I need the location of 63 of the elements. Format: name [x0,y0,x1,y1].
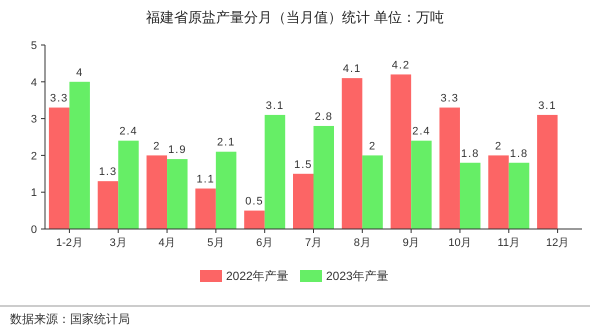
bar [314,126,334,229]
data-label: 1.5 [294,158,312,171]
bar [411,140,432,229]
bar [69,82,90,229]
x-tick-label: 1-2月 [56,237,83,249]
data-label: 2.4 [119,126,138,138]
y-tick-label: 3 [30,114,37,126]
data-label: 0.5 [245,196,264,208]
data-label: 1.8 [461,148,480,160]
bar [362,155,383,229]
x-tick-label: 12月 [546,237,570,249]
y-tick-label: 5 [30,40,37,52]
bar [460,162,480,229]
x-tick-label: 4月 [158,237,176,249]
data-label: 2.4 [412,126,431,138]
bar [195,188,216,229]
bar [264,114,286,229]
data-label: 2 [494,140,502,152]
bar [118,140,139,229]
bar [292,174,314,229]
data-label: 4.1 [342,63,362,76]
bar [98,181,118,229]
data-label: 2.8 [314,110,333,123]
data-label: 2.1 [216,136,236,149]
source-note: 数据来源：国家统计局 [10,312,130,326]
x-tick-label: 6月 [256,237,274,249]
data-label: 1.9 [168,144,186,156]
y-tick-label: 0 [30,224,37,236]
data-label: 4 [76,66,84,79]
x-tick-label: 5月 [207,237,224,249]
data-label: 3.1 [538,100,556,112]
bar [439,108,460,229]
bar [146,155,168,229]
y-tick-label: 4 [30,76,37,89]
x-tick-label: 10月 [448,237,472,249]
bar [342,78,362,229]
data-label: 2 [369,140,376,152]
bar [48,108,70,229]
data-label: 3.1 [266,100,284,112]
x-tick-label: 7月 [304,237,322,249]
data-label: 1.8 [510,148,528,160]
x-tick-label: 3月 [110,237,127,249]
data-label: 2 [153,140,160,152]
chart-title: 福建省原盐产量分月（当月值）统计 单位：万吨 [146,9,444,25]
bar [537,114,558,229]
x-tick-label: 11月 [498,237,520,249]
data-label: 4.2 [392,59,410,72]
x-tick-label: 9月 [402,237,420,249]
data-label: 3.3 [50,92,68,105]
bar [508,162,530,229]
bar [244,210,265,229]
legend-label: 2022年产量 [226,269,289,283]
data-label: 1.3 [98,166,118,178]
y-tick-label: 2 [30,150,37,162]
bar [167,159,188,229]
bar [390,74,412,229]
x-tick-label: 8月 [354,237,371,249]
y-tick-label: 1 [30,187,37,200]
data-label: 1.1 [196,174,215,186]
legend-label: 2023年产量 [326,269,389,283]
bar [216,152,236,229]
data-label: 3.3 [440,92,459,105]
bar [488,155,509,229]
